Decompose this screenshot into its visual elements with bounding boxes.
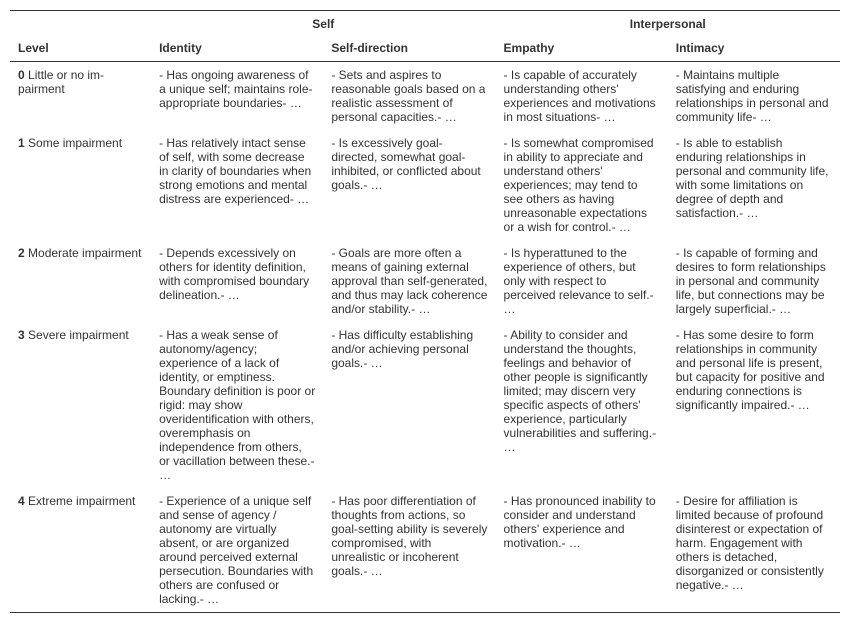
self-direction-cell: - Is excessively goal-directed, somewhat… (323, 130, 495, 240)
level-label: Severe impairment (25, 328, 129, 342)
table-body: 0 Little or no im-pairment- Has ongoing … (10, 62, 840, 613)
level-label: Some impairment (25, 136, 122, 150)
level-cell: 2 Moderate impairment (10, 240, 151, 322)
identity-cell: - Experience of a unique self and sense … (151, 488, 323, 613)
impairment-levels-table: Self Interpersonal Level Identity Self-d… (10, 10, 840, 613)
table-row: 1 Some impairment- Has relatively intact… (10, 130, 840, 240)
level-cell: 1 Some impairment (10, 130, 151, 240)
intimacy-cell: - Is able to establish enduring relation… (668, 130, 840, 240)
header-group-self: Self (151, 11, 495, 36)
level-number: 3 (18, 328, 25, 342)
header-level: Level (10, 35, 151, 62)
table-row: 0 Little or no im-pairment- Has ongoing … (10, 62, 840, 131)
intimacy-cell: - Is capable of forming and desires to f… (668, 240, 840, 322)
empathy-cell: - Is somewhat compromised in ability to … (496, 130, 668, 240)
identity-cell: - Has ongoing awareness of a unique self… (151, 62, 323, 131)
level-number: 0 (18, 68, 25, 82)
header-empathy: Empathy (496, 35, 668, 62)
table-row: 4 Extreme impairment- Experience of a un… (10, 488, 840, 613)
empathy-cell: - Has pronounced inability to consider a… (496, 488, 668, 613)
level-number: 2 (18, 246, 25, 260)
level-number: 4 (18, 494, 25, 508)
self-direction-cell: - Has difficulty establishing and/or ach… (323, 322, 495, 488)
self-direction-cell: - Has poor differentiation of thoughts f… (323, 488, 495, 613)
identity-cell: - Depends excessively on others for iden… (151, 240, 323, 322)
empathy-cell: - Is capable of accurately understanding… (496, 62, 668, 131)
level-label: Extreme impairment (25, 494, 136, 508)
intimacy-cell: - Maintains multiple satisfying and endu… (668, 62, 840, 131)
self-direction-cell: - Goals are more often a means of gainin… (323, 240, 495, 322)
header-intimacy: Intimacy (668, 35, 840, 62)
table-row: 3 Severe impairment- Has a weak sense of… (10, 322, 840, 488)
header-blank (10, 11, 151, 36)
level-cell: 0 Little or no im-pairment (10, 62, 151, 131)
intimacy-cell: - Has some desire to form relationships … (668, 322, 840, 488)
level-cell: 3 Severe impairment (10, 322, 151, 488)
empathy-cell: - Is hyperattuned to the experience of o… (496, 240, 668, 322)
table-row: 2 Moderate impairment- Depends excessive… (10, 240, 840, 322)
empathy-cell: - Ability to consider and understand the… (496, 322, 668, 488)
identity-cell: - Has a weak sense of autonomy/agency; e… (151, 322, 323, 488)
level-label: Little or no im-pairment (18, 68, 104, 96)
header-group-interpersonal: Interpersonal (496, 11, 840, 36)
level-cell: 4 Extreme impairment (10, 488, 151, 613)
level-label: Moderate impairment (25, 246, 142, 260)
self-direction-cell: - Sets and aspires to reasonable goals b… (323, 62, 495, 131)
identity-cell: - Has relatively intact sense of self, w… (151, 130, 323, 240)
header-identity: Identity (151, 35, 323, 62)
intimacy-cell: - Desire for affiliation is limited beca… (668, 488, 840, 613)
header-self-direction: Self-direction (323, 35, 495, 62)
level-number: 1 (18, 136, 25, 150)
